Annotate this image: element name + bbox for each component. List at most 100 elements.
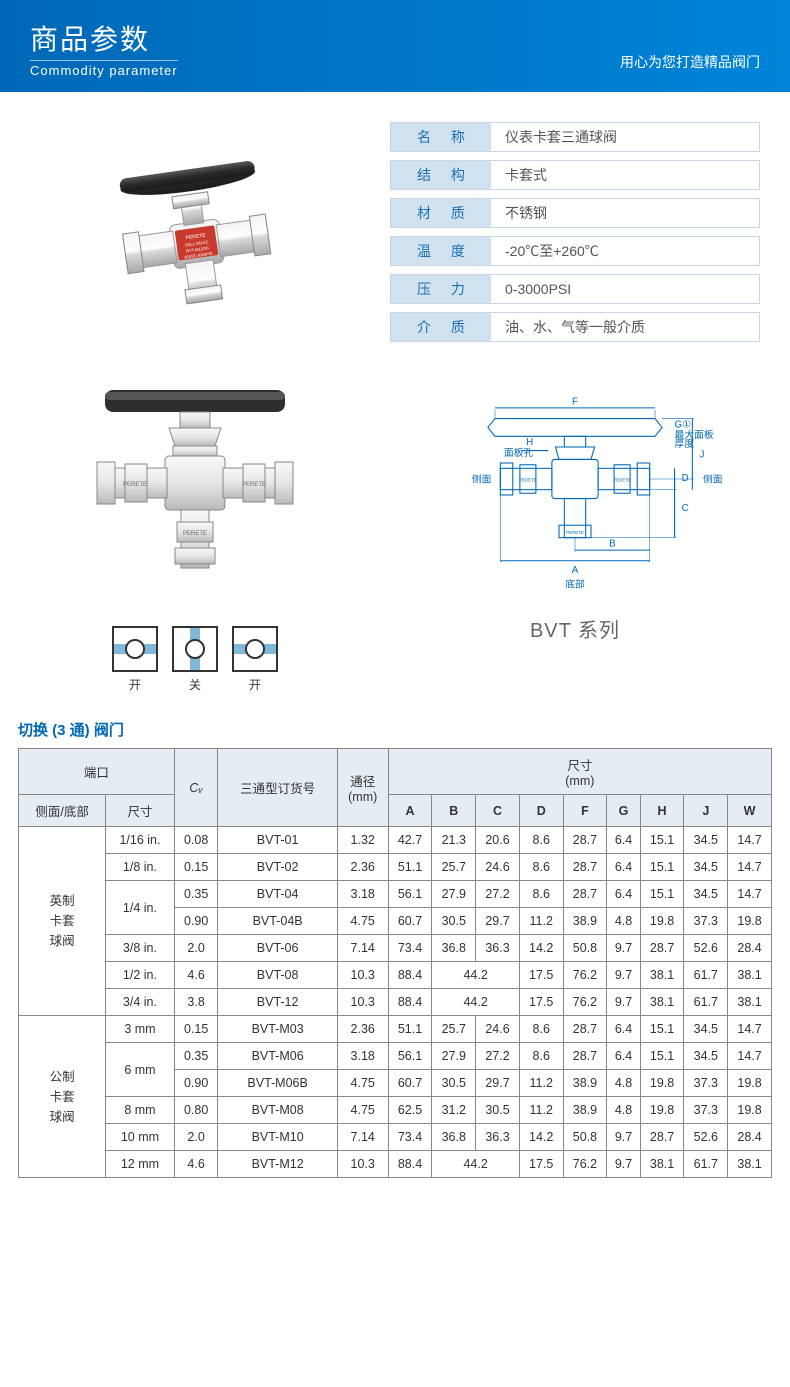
symbol-open-right: 开 [232, 626, 278, 693]
cell-bore: 4.75 [337, 1070, 388, 1097]
cell-B: 21.3 [432, 827, 476, 854]
cell-cv: 4.6 [174, 1151, 218, 1178]
th-port: 端口 [19, 749, 175, 795]
cell-A: 51.1 [388, 854, 432, 881]
rowgroup-name: 公制 卡套 球阀 [19, 1016, 106, 1178]
cell-size: 1/2 in. [106, 962, 175, 989]
svg-text:面板孔: 面板孔 [504, 446, 534, 459]
svg-text:PERETE: PERETE [183, 531, 207, 537]
spec-label: 温 度 [391, 237, 491, 265]
title-en: Commodity parameter [30, 60, 178, 78]
table-row: 1/8 in.0.15BVT-022.3651.125.724.68.628.7… [19, 854, 772, 881]
cell-G: 4.8 [607, 908, 640, 935]
cell-G: 6.4 [607, 827, 640, 854]
cell-W: 14.7 [728, 854, 772, 881]
table-row: 8 mm0.80BVT-M084.7562.531.230.511.238.94… [19, 1097, 772, 1124]
cell-B: 36.8 [432, 935, 476, 962]
cell-W: 38.1 [728, 1151, 772, 1178]
cell-G: 9.7 [607, 989, 640, 1016]
table-row: 1/2 in.4.6BVT-0810.388.444.217.576.29.73… [19, 962, 772, 989]
cell-C: 24.6 [476, 854, 520, 881]
th-J: J [684, 795, 728, 827]
cell-pn: BVT-04 [218, 881, 337, 908]
header-slogan: 用心为您打造精品阀门 [620, 52, 760, 78]
svg-text:PERETE: PERETE [566, 530, 584, 535]
cell-F: 38.9 [563, 908, 607, 935]
svg-text:J: J [699, 450, 704, 461]
th-bore: 通径 (mm) [337, 749, 388, 827]
cell-J: 52.6 [684, 1124, 728, 1151]
cell-F: 50.8 [563, 1124, 607, 1151]
cell-cv: 3.8 [174, 989, 218, 1016]
cell-C: 36.3 [476, 935, 520, 962]
cell-G: 6.4 [607, 881, 640, 908]
cell-J: 34.5 [684, 854, 728, 881]
cell-cv: 2.0 [174, 1124, 218, 1151]
svg-text:PERETE: PERETE [613, 478, 631, 483]
cell-W: 19.8 [728, 1097, 772, 1124]
cell-D: 8.6 [519, 1016, 563, 1043]
cell-size: 6 mm [106, 1043, 175, 1097]
cell-D: 17.5 [519, 962, 563, 989]
cell-A: 73.4 [388, 1124, 432, 1151]
cell-pn: BVT-M12 [218, 1151, 337, 1178]
cell-G: 6.4 [607, 854, 640, 881]
cell-BC: 44.2 [432, 989, 519, 1016]
table-row: 1/4 in.0.35BVT-043.1856.127.927.28.628.7… [19, 881, 772, 908]
th-D: D [519, 795, 563, 827]
cell-bore: 2.36 [337, 854, 388, 881]
svg-text:H: H [526, 437, 533, 448]
cell-G: 9.7 [607, 935, 640, 962]
cell-C: 30.5 [476, 1097, 520, 1124]
cell-cv: 0.90 [174, 908, 218, 935]
position-symbols: 开 关 开 [112, 626, 278, 693]
cell-J: 37.3 [684, 1070, 728, 1097]
cell-cv: 0.80 [174, 1097, 218, 1124]
cell-F: 76.2 [563, 989, 607, 1016]
rowgroup-name: 英制 卡套 球阀 [19, 827, 106, 1016]
spec-label: 压 力 [391, 275, 491, 303]
cell-F: 38.9 [563, 1070, 607, 1097]
cell-J: 61.7 [684, 1151, 728, 1178]
cell-D: 8.6 [519, 1043, 563, 1070]
cell-G: 4.8 [607, 1097, 640, 1124]
cell-J: 34.5 [684, 1043, 728, 1070]
cell-bore: 3.18 [337, 881, 388, 908]
cell-B: 31.2 [432, 1097, 476, 1124]
cell-B: 27.9 [432, 1043, 476, 1070]
cell-J: 61.7 [684, 989, 728, 1016]
dimension-drawing: F A B C D J H 面板孔 G① 最大面板 [415, 372, 735, 602]
spec-value: 0-3000PSI [491, 275, 759, 303]
cell-cv: 0.35 [174, 1043, 218, 1070]
title-cn: 商品参数 [30, 18, 178, 58]
cell-H: 38.1 [640, 1151, 684, 1178]
cell-pn: BVT-04B [218, 908, 337, 935]
cell-H: 38.1 [640, 962, 684, 989]
cell-A: 73.4 [388, 935, 432, 962]
spec-row: 名 称仪表卡套三通球阀 [390, 122, 760, 152]
cell-D: 11.2 [519, 1070, 563, 1097]
svg-text:G①: G① [675, 419, 692, 430]
product-photo: PERETE BALL VALVE BVT-M12OD 304SS 3000PS… [30, 122, 360, 342]
svg-text:C: C [682, 503, 689, 514]
cell-B: 27.9 [432, 881, 476, 908]
header-titles: 商品参数 Commodity parameter [30, 18, 178, 78]
spec-value: 仪表卡套三通球阀 [491, 123, 759, 151]
cell-BC: 44.2 [432, 962, 519, 989]
spec-list: 名 称仪表卡套三通球阀结 构卡套式材 质不锈钢温 度-20℃至+260℃压 力0… [390, 122, 760, 342]
cell-D: 8.6 [519, 881, 563, 908]
cell-F: 28.7 [563, 1016, 607, 1043]
cell-W: 14.7 [728, 1043, 772, 1070]
cell-G: 4.8 [607, 1070, 640, 1097]
cell-D: 8.6 [519, 827, 563, 854]
cell-B: 25.7 [432, 1016, 476, 1043]
table-row: 6 mm0.35BVT-M063.1856.127.927.28.628.76.… [19, 1043, 772, 1070]
cell-W: 19.8 [728, 908, 772, 935]
cell-A: 88.4 [388, 962, 432, 989]
table-body: 英制 卡套 球阀1/16 in.0.08BVT-011.3242.721.320… [19, 827, 772, 1178]
svg-text:厚度: 厚度 [675, 437, 695, 450]
th-sidebottom: 侧面/底部 [19, 795, 106, 827]
cell-pn: BVT-M06B [218, 1070, 337, 1097]
cell-H: 19.8 [640, 1097, 684, 1124]
table-row: 10 mm2.0BVT-M107.1473.436.836.314.250.89… [19, 1124, 772, 1151]
